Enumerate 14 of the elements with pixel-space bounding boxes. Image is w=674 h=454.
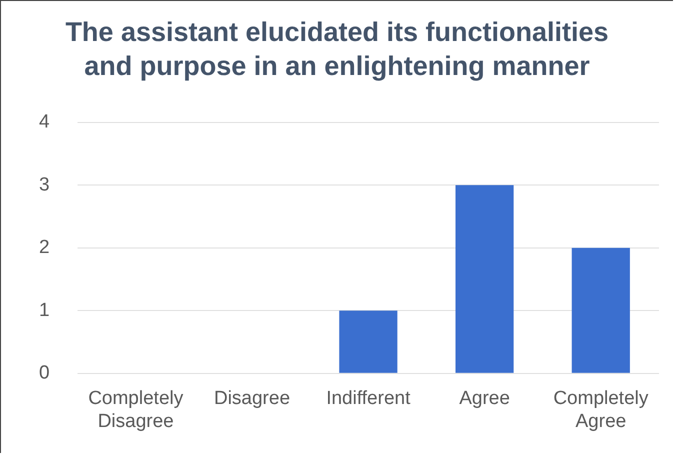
- y-tick-label: 4: [38, 112, 50, 133]
- x-tick-label: Agree: [459, 388, 510, 410]
- y-tick-label: 1: [38, 300, 50, 321]
- x-tick-label: Completely Agree: [553, 388, 649, 432]
- bar: [339, 310, 398, 373]
- bar: [572, 248, 630, 373]
- bar: [456, 185, 514, 373]
- y-tick-label: 2: [38, 237, 50, 258]
- y-tick-label: 3: [38, 174, 50, 196]
- chart-title: The assistant elucidated its functionalities and purpose in an enlightening manner: [64, 16, 610, 83]
- x-tick-label: Indifferent: [326, 388, 412, 410]
- x-tick-label: Disagree: [214, 388, 290, 410]
- y-tick-label: 0: [38, 362, 50, 384]
- x-tick-label: Completely Disagree: [88, 388, 184, 432]
